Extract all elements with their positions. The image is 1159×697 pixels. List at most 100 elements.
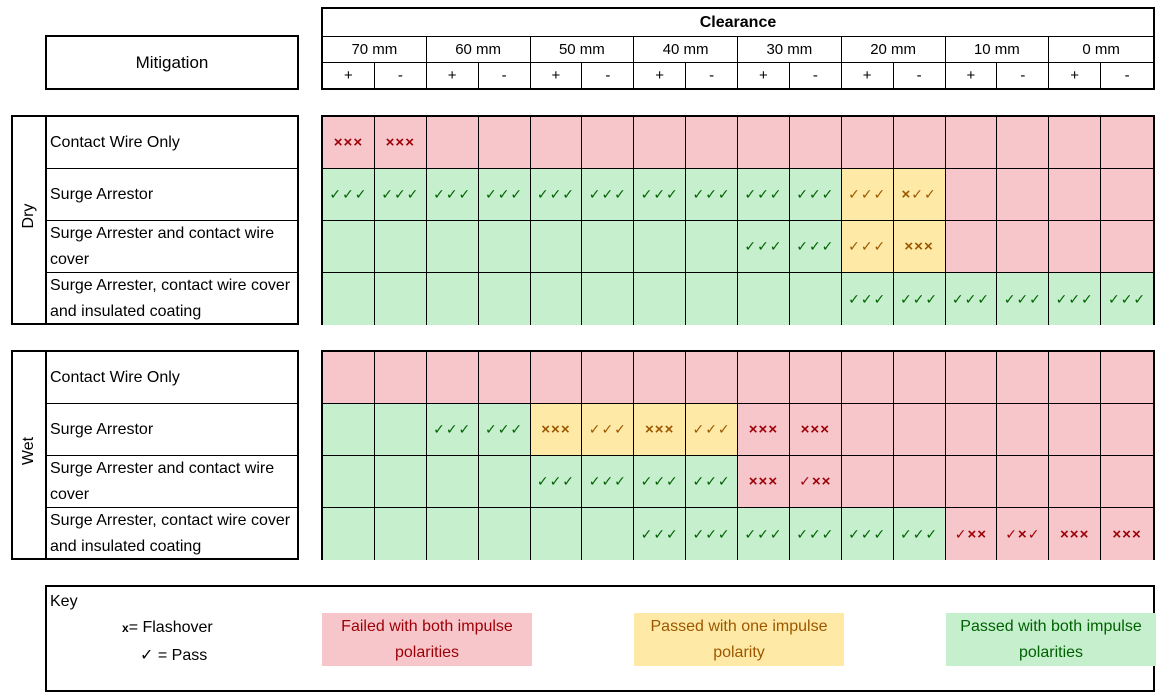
dry-labels-box: Contact Wire Only Surge Arrestor Surge Arr… bbox=[45, 115, 299, 325]
flashover-mark: × bbox=[977, 525, 988, 543]
result-cell bbox=[686, 221, 738, 273]
flashover-symbol: x bbox=[122, 621, 129, 635]
pass-mark: ✓ bbox=[911, 186, 924, 202]
pass-mark: ✓ bbox=[705, 473, 718, 489]
key-box: Key x= Flashover ✓ = Pass Failed with bo… bbox=[45, 585, 1156, 692]
result-cell bbox=[997, 404, 1050, 456]
mitigation-row-label: Surge Arrestor bbox=[47, 169, 297, 221]
pass-mark: ✓ bbox=[562, 186, 576, 202]
result-cell bbox=[1049, 456, 1102, 508]
result-cell bbox=[997, 169, 1050, 221]
pass-mark: ✓ bbox=[717, 186, 731, 202]
flashover-mark: × bbox=[1079, 525, 1090, 543]
mitigation-row-label: Surge Arrester and contact wire cover bbox=[47, 456, 297, 508]
result-cell: ✓ ✓ ✓ bbox=[530, 169, 583, 221]
polarity-label: + bbox=[323, 62, 375, 88]
result-cell: × × × bbox=[530, 404, 583, 456]
pass-mark: ✓ bbox=[588, 421, 602, 437]
result-cell bbox=[893, 404, 946, 456]
pass-mark: ✓ bbox=[744, 186, 758, 202]
clearance-label: 30 mm bbox=[738, 36, 842, 62]
pass-mark: ✓ bbox=[1107, 290, 1121, 307]
pass-mark: ✓ bbox=[1005, 525, 1018, 542]
result-cell bbox=[1101, 221, 1153, 273]
flashover-mark: × bbox=[551, 421, 561, 438]
result-cell bbox=[374, 273, 427, 325]
pass-mark: ✓ bbox=[925, 525, 939, 542]
result-cell bbox=[426, 456, 479, 508]
result-cell bbox=[1101, 117, 1153, 169]
result-cell: ✓ ✓ ✓ bbox=[530, 456, 583, 508]
pass-mark: ✓ bbox=[848, 186, 861, 202]
result-cell bbox=[374, 404, 427, 456]
result-cell: ✓ ✓ ✓ bbox=[789, 169, 842, 221]
key-failed-text: Failed with both impulse polarities bbox=[341, 617, 513, 661]
pass-mark: ✓ bbox=[484, 421, 498, 437]
pass-mark: ✓ bbox=[808, 186, 822, 202]
mitigation-header: Mitigation bbox=[45, 35, 299, 90]
result-cell bbox=[1049, 221, 1102, 273]
flashover-mark: × bbox=[758, 473, 769, 490]
flashover-mark: × bbox=[904, 238, 915, 255]
pass-mark: ✓ bbox=[899, 525, 913, 542]
result-cell bbox=[997, 117, 1050, 169]
flashover-mark: × bbox=[541, 421, 552, 438]
result-cell bbox=[426, 221, 479, 273]
result-cell: × × × bbox=[738, 456, 790, 508]
result-cell bbox=[530, 221, 583, 273]
wet-grid: ✓ ✓ ✓ ✓ ✓ ✓ × × × ✓ ✓ ✓ × × × ✓ ✓ ✓ × × × × × × ✓ ✓ ✓ ✓ ✓ ✓ ✓ ✓ ✓ ✓ ✓ ✓ × × × ✓… bbox=[321, 350, 1155, 560]
pass-mark: ✓ bbox=[354, 186, 368, 202]
pass-mark: ✓ bbox=[458, 186, 472, 202]
result-cell bbox=[374, 352, 427, 404]
pass-mark: ✓ bbox=[536, 473, 550, 489]
pass-mark: ✓ bbox=[757, 186, 770, 202]
polarity-label: - bbox=[894, 62, 946, 88]
result-cell: × × × bbox=[323, 117, 375, 169]
result-cell bbox=[738, 352, 790, 404]
result-cell bbox=[478, 221, 531, 273]
pass-mark: ✓ bbox=[329, 186, 343, 202]
pass-mark: ✓ bbox=[925, 290, 939, 307]
result-cell bbox=[582, 221, 635, 273]
pass-mark: ✓ bbox=[433, 421, 446, 437]
flashover-mark: × bbox=[645, 421, 655, 438]
result-cell: ✓ ✓ ✓ bbox=[426, 404, 479, 456]
result-cell bbox=[1101, 352, 1153, 404]
result-cell bbox=[478, 456, 531, 508]
wet-condition-box: Wet bbox=[11, 350, 47, 560]
pass-mark: ✓ bbox=[1081, 290, 1094, 307]
result-cell: ✓ ✓ ✓ bbox=[634, 508, 687, 560]
clearance-label: 50 mm bbox=[531, 36, 635, 62]
result-cell bbox=[323, 221, 375, 273]
pass-mark: ✓ bbox=[601, 421, 615, 437]
pass-mark: ✓ bbox=[705, 186, 718, 202]
pass-mark: ✓ bbox=[588, 186, 602, 202]
flashover-mark: × bbox=[820, 421, 830, 438]
result-cell: × × × bbox=[1101, 508, 1153, 560]
flashover-mark: × bbox=[748, 473, 759, 490]
flashover-mark: × bbox=[1131, 525, 1142, 543]
key-pass-row: ✓ = Pass bbox=[140, 645, 207, 665]
pass-mark: ✓ bbox=[860, 525, 874, 542]
polarity-label: - bbox=[997, 62, 1050, 88]
result-cell: ✓ ✓ ✓ bbox=[686, 404, 738, 456]
polarity-label: - bbox=[1124, 66, 1130, 84]
result-cell bbox=[530, 508, 583, 560]
flashover-mark: × bbox=[664, 421, 675, 438]
result-cell bbox=[945, 117, 998, 169]
mitigation-title: Mitigation bbox=[135, 53, 209, 72]
pass-mark: ✓ bbox=[848, 238, 861, 254]
result-cell bbox=[686, 352, 738, 404]
pass-mark: ✓ bbox=[860, 290, 874, 307]
result-cell bbox=[789, 117, 842, 169]
pass-mark: ✓ bbox=[614, 421, 627, 437]
result-cell: ✓ ✓ ✓ bbox=[686, 169, 738, 221]
result-cell bbox=[1049, 404, 1102, 456]
result-cell bbox=[426, 273, 479, 325]
polarity-label: + bbox=[531, 62, 583, 88]
result-cell bbox=[945, 221, 998, 273]
flashover-mark: × bbox=[1122, 525, 1132, 543]
result-cell bbox=[530, 352, 583, 404]
clearance-label: 40 mm bbox=[634, 36, 738, 62]
pass-mark: ✓ bbox=[653, 186, 667, 202]
